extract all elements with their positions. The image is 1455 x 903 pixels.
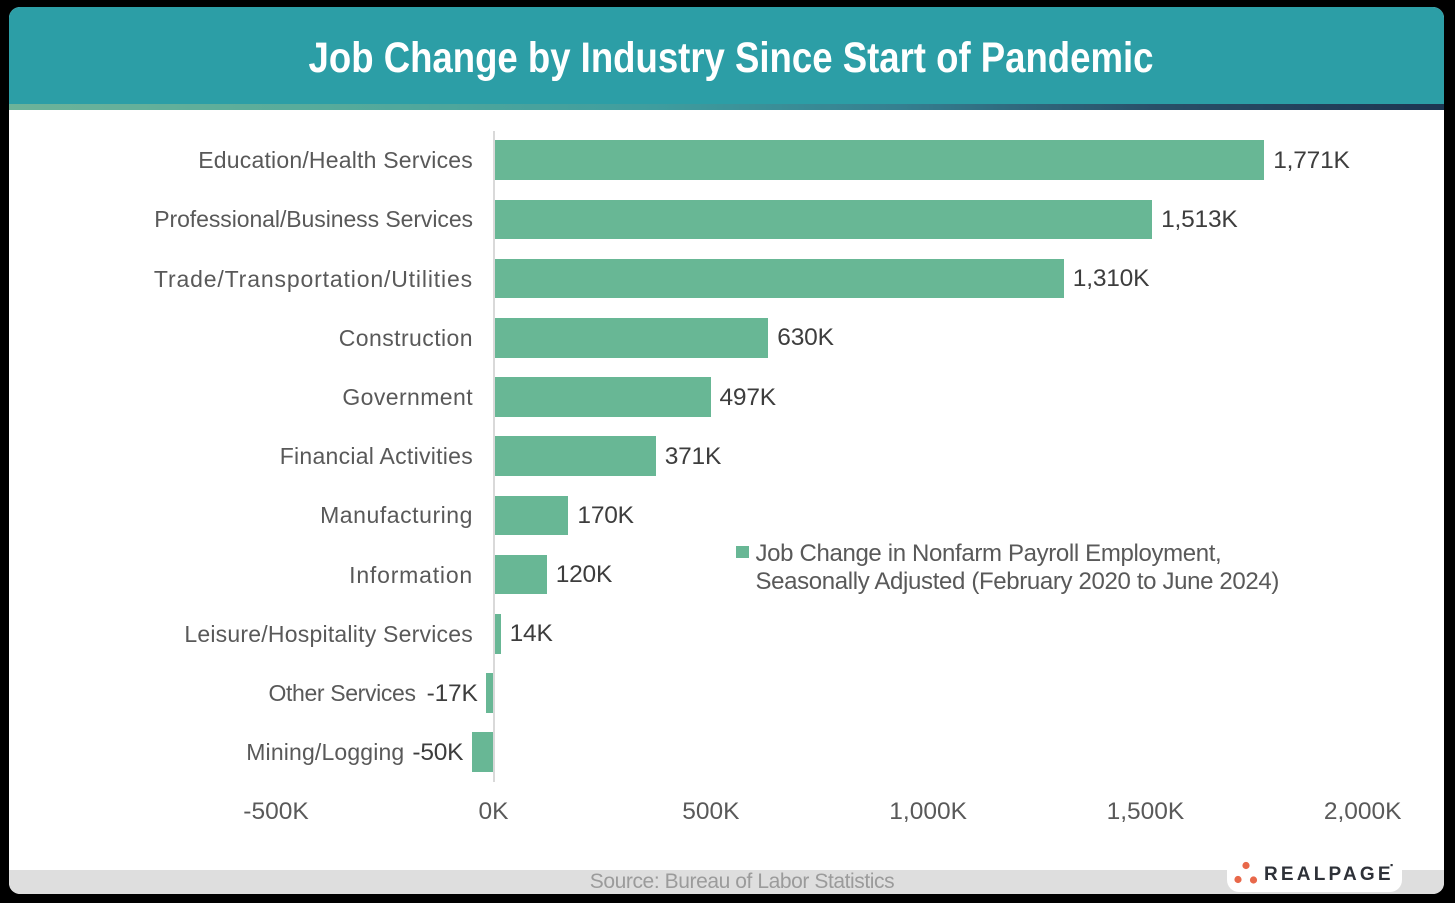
svg-text:REALPAGE: REALPAGE bbox=[1264, 864, 1394, 885]
